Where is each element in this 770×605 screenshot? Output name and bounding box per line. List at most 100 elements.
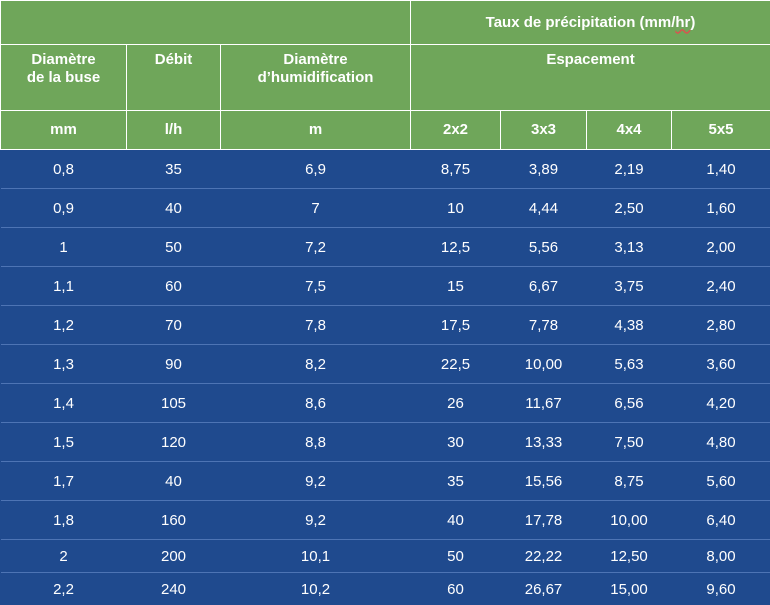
- cell-nozzle-diameter: 1,5: [0, 422, 127, 462]
- table-row: 2 200 10,1 50 22,22 12,50 8,00: [0, 539, 770, 573]
- cell-wetting-diameter: 7,5: [220, 266, 411, 306]
- wet-header-line1: Diamètre: [283, 51, 348, 68]
- cell-wetting-diameter: 9,2: [220, 461, 411, 501]
- cell-rate-4x4: 8,75: [586, 461, 672, 501]
- cell-wetting-diameter: 8,8: [220, 422, 411, 462]
- cell-nozzle-diameter: 2: [0, 539, 127, 573]
- cell-rate-3x3: 13,33: [500, 422, 587, 462]
- table-body: 0,8 35 6,9 8,75 3,89 2,19 1,40 0,9 40 7 10 4,44 2,50…: [0, 149, 770, 605]
- cell-rate-3x3: 5,56: [500, 227, 587, 267]
- cell-rate-2x2: 60: [447, 580, 464, 598]
- cell-rate-5x5: 6,40: [671, 500, 770, 540]
- cell-rate-2x2: 22,5: [410, 344, 501, 384]
- cell-rate-5x5: 9,60: [706, 580, 736, 598]
- cell-rate-3x3: 26,67: [524, 580, 563, 598]
- cell-nozzle-diameter: 0,9: [0, 188, 127, 228]
- spacing-2x2: 2x2: [410, 110, 502, 150]
- cell-rate-4x4: 3,13: [586, 227, 672, 267]
- cell-rate-3x3: 7,78: [500, 305, 587, 345]
- table-row: 2,2 240 10,2 60 26,67 15,00 9,60: [1, 573, 770, 605]
- precipitation-title-suffix: ): [690, 13, 696, 31]
- cell-nozzle-diameter: 1: [0, 227, 127, 267]
- cell-rate-5x5: 8,00: [671, 539, 770, 573]
- cell-flow: 60: [126, 266, 221, 306]
- cell-rate-5x5: 4,80: [671, 422, 770, 462]
- nozzle-header-line2: de la buse: [26, 69, 101, 86]
- cell-rate-5x5: 1,40: [671, 149, 770, 189]
- cell-rate-4x4: 5,63: [586, 344, 672, 384]
- cell-rate-5x5: 3,60: [671, 344, 770, 384]
- header-row-columns: Diamètre de la buse Débit Diamètre d’hum…: [0, 44, 770, 111]
- unit-wet-m: m: [219, 110, 412, 150]
- spacing-3x3: 3x3: [500, 110, 588, 150]
- cell-rate-2x2: 35: [410, 461, 501, 501]
- cell-rate-3x3: 3,89: [500, 149, 587, 189]
- table-row: 0,8 35 6,9 8,75 3,89 2,19 1,40: [0, 149, 770, 189]
- cell-rate-4x4: 3,75: [586, 266, 672, 306]
- cell-nozzle-diameter: 0,8: [0, 149, 127, 189]
- cell-wetting-diameter: 7,8: [220, 305, 411, 345]
- header-row-group: Taux de précipitation (mm/hr): [0, 0, 770, 45]
- cell-flow: 120: [126, 422, 221, 462]
- cell-rate-2x2: 40: [410, 500, 501, 540]
- spacing-5x5: 5x5: [671, 110, 770, 150]
- cell-nozzle-diameter: 1,4: [0, 383, 127, 423]
- table-row: 1,8 160 9,2 40 17,78 10,00 6,40: [0, 500, 770, 540]
- cell-nozzle-diameter: 2,2: [53, 580, 74, 598]
- cell-rate-2x2: 10: [410, 188, 501, 228]
- cell-wetting-diameter: 6,9: [220, 149, 411, 189]
- cell-wetting-diameter: 10,1: [220, 539, 411, 573]
- col-header-wetting-diameter: Diamètre d’humidification: [219, 44, 412, 111]
- header-empty-cell: [0, 0, 412, 45]
- cell-rate-2x2: 17,5: [410, 305, 501, 345]
- col-header-nozzle-diameter: Diamètre de la buse: [0, 44, 127, 111]
- table-row: 1,7 40 9,2 35 15,56 8,75 5,60: [0, 461, 770, 501]
- cell-rate-3x3: 17,78: [500, 500, 587, 540]
- cell-rate-4x4: 12,50: [586, 539, 672, 573]
- unit-nozzle-mm: mm: [0, 110, 127, 150]
- cell-rate-2x2: 50: [410, 539, 501, 573]
- cell-rate-5x5: 5,60: [671, 461, 770, 501]
- cell-wetting-diameter: 8,6: [220, 383, 411, 423]
- cell-rate-2x2: 30: [410, 422, 501, 462]
- cell-rate-5x5: 2,80: [671, 305, 770, 345]
- cell-rate-4x4: 4,38: [586, 305, 672, 345]
- cell-wetting-diameter: 7: [220, 188, 411, 228]
- cell-rate-3x3: 11,67: [500, 383, 587, 423]
- cell-rate-4x4: 2,19: [586, 149, 672, 189]
- precipitation-title-prefix: Taux de précipitation (mm/: [485, 13, 676, 31]
- table-row: 1,3 90 8,2 22,5 10,00 5,63 3,60: [0, 344, 770, 384]
- cell-nozzle-diameter: 1,3: [0, 344, 127, 384]
- cell-rate-5x5: 2,00: [671, 227, 770, 267]
- cell-rate-3x3: 22,22: [500, 539, 587, 573]
- cell-rate-3x3: 4,44: [500, 188, 587, 228]
- cell-flow: 90: [126, 344, 221, 384]
- header-row-units: mm l/h m 2x2 3x3 4x4 5x5: [0, 110, 770, 150]
- cell-rate-4x4: 6,56: [586, 383, 672, 423]
- cell-rate-5x5: 1,60: [671, 188, 770, 228]
- cell-flow: 40: [126, 461, 221, 501]
- wet-header-line2: d’humidification: [257, 69, 374, 86]
- cell-rate-5x5: 4,20: [671, 383, 770, 423]
- table-row: 1,1 60 7,5 15 6,67 3,75 2,40: [0, 266, 770, 306]
- cell-flow: 35: [126, 149, 221, 189]
- cell-rate-2x2: 26: [410, 383, 501, 423]
- table-row: 0,9 40 7 10 4,44 2,50 1,60: [0, 188, 770, 228]
- cell-rate-2x2: 12,5: [410, 227, 501, 267]
- table-row: 1 50 7,2 12,5 5,56 3,13 2,00: [0, 227, 770, 267]
- cell-flow: 40: [126, 188, 221, 228]
- cell-rate-4x4: 7,50: [586, 422, 672, 462]
- cell-rate-3x3: 15,56: [500, 461, 587, 501]
- cell-rate-3x3: 10,00: [500, 344, 587, 384]
- table-header: Taux de précipitation (mm/hr) Diamètre d…: [0, 0, 770, 150]
- cell-flow: 240: [160, 580, 187, 598]
- cell-nozzle-diameter: 1,7: [0, 461, 127, 501]
- table-row: 1,2 70 7,8 17,5 7,78 4,38 2,80: [0, 305, 770, 345]
- cell-flow: 105: [126, 383, 221, 423]
- cell-flow: 50: [126, 227, 221, 267]
- cell-nozzle-diameter: 1,2: [0, 305, 127, 345]
- cell-flow: 160: [126, 500, 221, 540]
- unit-flow-lh: l/h: [126, 110, 221, 150]
- cell-nozzle-diameter: 1,8: [0, 500, 127, 540]
- cell-rate-2x2: 15: [410, 266, 501, 306]
